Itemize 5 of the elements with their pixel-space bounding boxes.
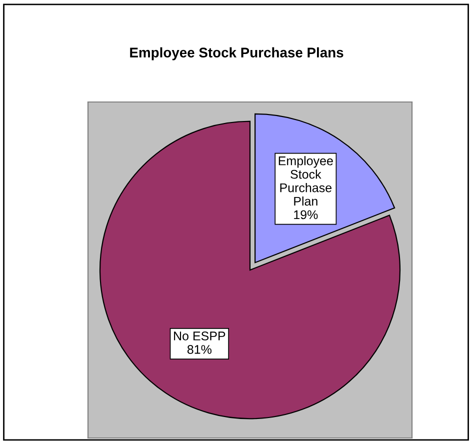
data-label: 81% <box>187 345 212 354</box>
slice-label: No ESPP <box>174 332 226 340</box>
slice-label: Employee Stock Purchase Plan <box>278 156 333 206</box>
chart-title: Employee Stock Purchase Plans <box>130 47 344 60</box>
data-label: 19% <box>294 210 318 220</box>
